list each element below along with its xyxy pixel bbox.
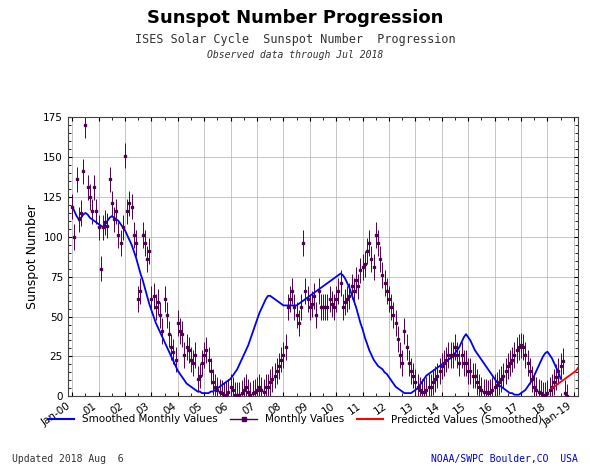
Text: Updated 2018 Aug  6: Updated 2018 Aug 6 [12,454,123,464]
Y-axis label: Sunspot Number: Sunspot Number [26,204,39,309]
Text: Observed data through Jul 2018: Observed data through Jul 2018 [207,50,383,61]
Text: NOAA/SWPC Boulder,CO  USA: NOAA/SWPC Boulder,CO USA [431,454,578,464]
Text: ISES Solar Cycle  Sunspot Number  Progression: ISES Solar Cycle Sunspot Number Progress… [135,33,455,46]
Text: Sunspot Number Progression: Sunspot Number Progression [147,9,443,27]
Legend: Smoothed Monthly Values, Monthly Values, Predicted Values (Smoothed): Smoothed Monthly Values, Monthly Values,… [44,410,546,429]
